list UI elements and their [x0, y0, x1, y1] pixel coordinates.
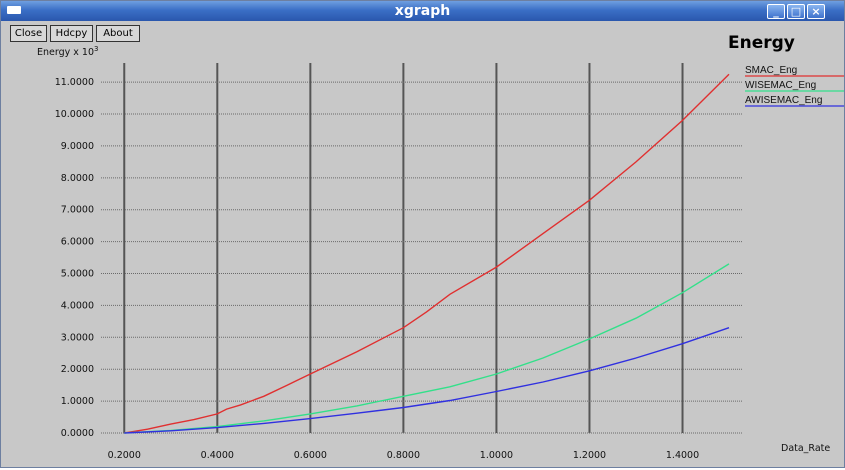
x-tick-label: 0.6000 [294, 450, 327, 461]
series-line-wisemac-eng [124, 263, 730, 434]
grid [101, 63, 743, 434]
maximize-button[interactable]: □ [787, 4, 805, 19]
legend-entry-label: WISEMAC_Eng [745, 80, 816, 91]
x-axis-label: Data_Rate [781, 443, 830, 454]
window-title: xgraph [394, 3, 451, 19]
y-tick-label: 11.0000 [55, 77, 94, 88]
about-button[interactable]: About [96, 25, 140, 42]
y-tick-label: 9.0000 [61, 141, 94, 152]
axis-labels: 0.2000 0.4000 0.6000 0.8000 1.0000 1.2000 1.40… [55, 77, 699, 461]
window-menu-icon[interactable] [7, 6, 21, 14]
series-line-awisemac-eng [124, 327, 730, 434]
y-tick-label: 7.0000 [61, 205, 94, 216]
y-axis-label-text: Energy x 10 [37, 47, 94, 58]
y-axis-label-exponent: 3 [94, 45, 98, 53]
series-lines [124, 73, 730, 434]
chart-title: Energy [728, 33, 795, 53]
y-tick-label: 5.0000 [61, 269, 94, 280]
y-tick-label: 6.0000 [61, 237, 94, 248]
y-tick-label: 4.0000 [61, 300, 94, 311]
y-tick-label: 3.0000 [61, 332, 94, 343]
y-tick-label: 8.0000 [61, 173, 94, 184]
x-tick-label: 0.4000 [201, 450, 234, 461]
x-tick-label: 1.0000 [480, 450, 513, 461]
y-tick-label: 0.0000 [61, 428, 94, 439]
minimize-button[interactable]: _ [767, 4, 785, 19]
title-bar[interactable]: xgraph _ □ × [1, 1, 844, 21]
y-tick-label: 2.0000 [61, 364, 94, 375]
close-window-button[interactable]: × [807, 4, 825, 19]
hdcpy-button[interactable]: Hdcpy [50, 25, 93, 42]
legend-entry-label: SMAC_Eng [745, 65, 797, 76]
legend: SMAC_Eng WISEMAC_Eng AWISEMAC_Eng [745, 65, 844, 107]
x-tick-label: 1.2000 [573, 450, 606, 461]
close-button[interactable]: Close [10, 25, 47, 42]
x-tick-label: 0.8000 [387, 450, 420, 461]
y-axis-label: Energy x 103 [37, 45, 98, 58]
y-tick-label: 10.0000 [55, 109, 94, 120]
legend-entry-label: AWISEMAC_Eng [745, 95, 822, 106]
x-tick-label: 1.4000 [666, 450, 699, 461]
series-line-smac-eng [124, 73, 730, 434]
x-tick-label: 0.2000 [108, 450, 141, 461]
y-tick-label: 1.0000 [61, 396, 94, 407]
